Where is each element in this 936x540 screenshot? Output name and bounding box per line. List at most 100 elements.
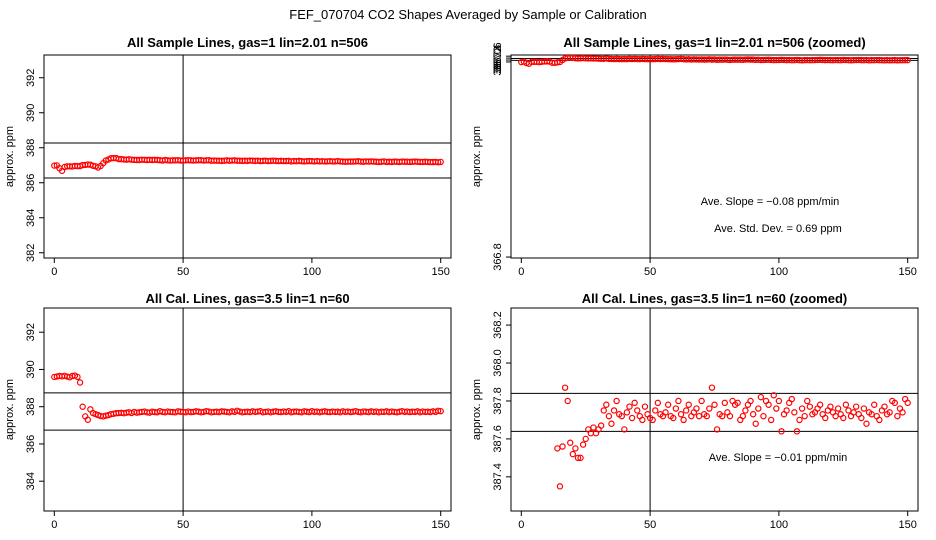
data-point bbox=[719, 412, 726, 420]
data-point bbox=[757, 393, 765, 401]
data-point bbox=[577, 454, 584, 462]
y-tick-label: 384 bbox=[25, 209, 37, 227]
data-point bbox=[894, 412, 901, 420]
x-tick-label: 150 bbox=[432, 266, 450, 278]
data-point bbox=[858, 414, 865, 422]
data-point bbox=[434, 407, 442, 415]
data-point bbox=[713, 426, 721, 433]
data-point bbox=[654, 399, 662, 407]
data-point bbox=[747, 397, 754, 405]
x-tick-label: 0 bbox=[51, 519, 57, 531]
x-tick-label: 0 bbox=[518, 519, 524, 531]
data-point bbox=[904, 399, 911, 407]
data-point bbox=[721, 399, 729, 407]
panel-4: All Cal. Lines, gas=3.5 lin=1 n=60 (zoom… bbox=[471, 291, 919, 531]
y-tick-label: 386 bbox=[25, 174, 37, 192]
data-point bbox=[559, 443, 566, 450]
data-point bbox=[623, 409, 631, 416]
panel-title: All Sample Lines, gas=1 lin=2.01 n=506 bbox=[127, 35, 368, 50]
y-axis-label: approx. ppm bbox=[471, 126, 483, 187]
data-point bbox=[796, 416, 803, 424]
data-point bbox=[675, 397, 682, 405]
panels: All Sample Lines, gas=1 lin=2.01 n=506 ap… bbox=[4, 35, 919, 531]
plot-frame bbox=[43, 54, 452, 259]
plot-frame bbox=[510, 54, 919, 259]
data-point bbox=[682, 407, 690, 414]
data-point bbox=[778, 428, 785, 435]
data-point bbox=[74, 373, 81, 381]
data-point bbox=[554, 59, 561, 66]
annotation: Ave. Slope = −0.01 ppm/min bbox=[709, 452, 848, 464]
data-point bbox=[621, 426, 628, 433]
data-point bbox=[680, 416, 687, 424]
data-point bbox=[564, 397, 571, 405]
data-point bbox=[664, 401, 672, 408]
data-point bbox=[670, 414, 677, 422]
y-tick-label: 387.8 bbox=[492, 387, 504, 415]
figure-title: FEF_070704 CO2 Shapes Averaged by Sample… bbox=[289, 7, 646, 22]
x-tick-label: 50 bbox=[177, 519, 189, 531]
data-point bbox=[891, 399, 899, 407]
data-point bbox=[703, 412, 710, 420]
y-axis-label: approx. ppm bbox=[4, 379, 16, 440]
y-tick-label: 384 bbox=[25, 472, 37, 490]
y-tick-label: 387.0 bbox=[492, 48, 504, 76]
data-point bbox=[726, 412, 734, 420]
y-axis-label: approx. ppm bbox=[471, 379, 483, 440]
y-tick-label: 387.4 bbox=[492, 463, 504, 491]
x-tick-label: 0 bbox=[51, 266, 57, 278]
data-point bbox=[871, 401, 878, 408]
y-tick-label: 388 bbox=[25, 139, 37, 157]
data-point bbox=[618, 412, 625, 420]
data-point bbox=[711, 401, 718, 408]
data-point bbox=[899, 409, 906, 416]
data-point bbox=[569, 450, 577, 458]
data-point bbox=[816, 401, 824, 408]
data-point bbox=[608, 420, 615, 427]
data-series bbox=[554, 384, 911, 490]
data-point bbox=[791, 409, 798, 416]
data-point bbox=[652, 407, 659, 414]
data-point bbox=[742, 407, 749, 414]
data-point bbox=[804, 397, 811, 405]
x-tick-label: 150 bbox=[899, 519, 917, 531]
x-tick-label: 50 bbox=[644, 519, 656, 531]
panel-3: All Cal. Lines, gas=3.5 lin=1 n=60 approx… bbox=[4, 291, 452, 531]
data-point bbox=[572, 445, 579, 452]
y-tick-label: 368.2 bbox=[492, 311, 504, 339]
data-point bbox=[773, 405, 780, 412]
panel-title: All Cal. Lines, gas=3.5 lin=1 n=60 (zoom… bbox=[582, 291, 848, 306]
data-point bbox=[806, 403, 814, 410]
plot-frame bbox=[43, 307, 452, 512]
data-point bbox=[556, 483, 564, 490]
x-tick-label: 50 bbox=[644, 266, 656, 278]
panel-title: All Sample Lines, gas=1 lin=2.01 n=506 (… bbox=[563, 35, 865, 50]
y-tick-label: 392 bbox=[25, 69, 37, 87]
data-point bbox=[662, 409, 669, 416]
data-point bbox=[801, 412, 808, 420]
data-point bbox=[649, 416, 656, 424]
data-point bbox=[863, 420, 870, 427]
data-point bbox=[437, 407, 444, 415]
data-point bbox=[840, 414, 847, 422]
data-point bbox=[693, 405, 700, 412]
data-point bbox=[760, 412, 767, 420]
data-point bbox=[672, 405, 680, 412]
data-point bbox=[84, 416, 91, 423]
data-point bbox=[886, 409, 893, 416]
data-point bbox=[767, 416, 775, 424]
x-tick-label: 0 bbox=[518, 266, 524, 278]
data-point bbox=[783, 407, 790, 414]
data-point bbox=[852, 403, 860, 410]
data-point bbox=[822, 414, 829, 422]
y-tick-label: 382 bbox=[25, 244, 37, 262]
data-point bbox=[613, 397, 620, 405]
data-point bbox=[708, 384, 716, 391]
data-point bbox=[561, 384, 569, 391]
data-point bbox=[51, 162, 58, 169]
data-series bbox=[518, 55, 911, 67]
data-point bbox=[634, 407, 641, 414]
data-point bbox=[775, 397, 783, 405]
plot-frame bbox=[510, 307, 919, 512]
